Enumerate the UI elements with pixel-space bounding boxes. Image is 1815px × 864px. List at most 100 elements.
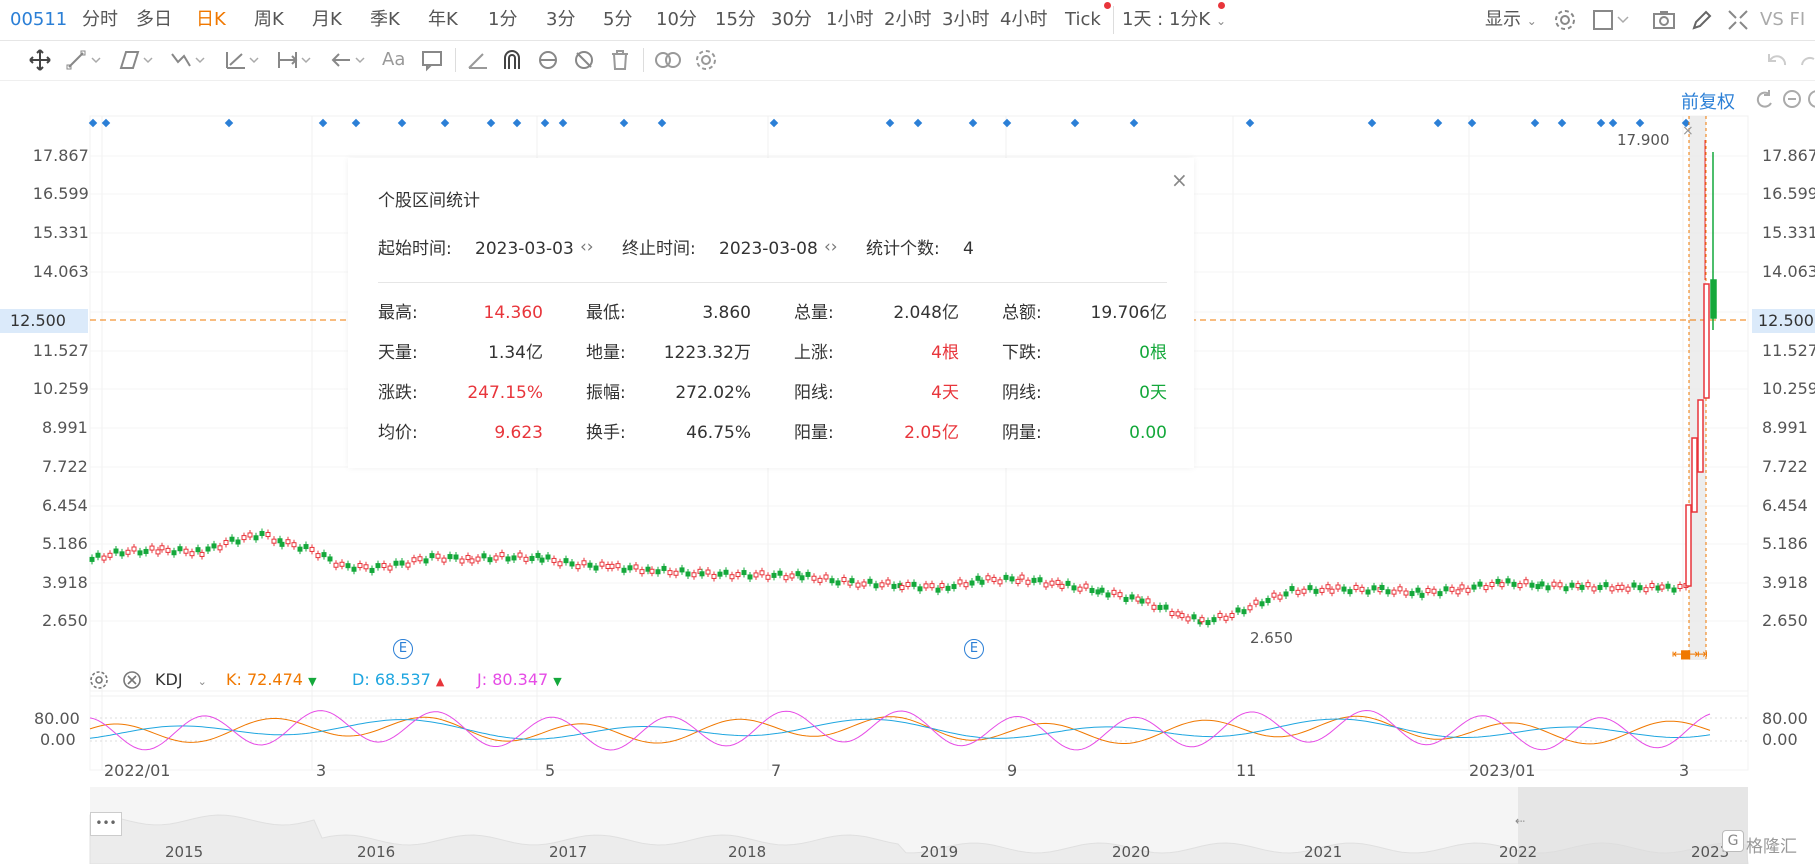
candle-body	[551, 557, 557, 563]
arrow-tool-icon[interactable]	[330, 48, 370, 72]
price-axis-label: 15.331	[32, 223, 89, 242]
navigator-window[interactable]	[1518, 787, 1748, 864]
fib-tool-icon[interactable]	[224, 48, 264, 72]
x-axis-label: 5	[545, 761, 556, 780]
move-cross-icon[interactable]	[28, 48, 52, 72]
range-drag-handle[interactable]: ⇤■⇥⇥	[1672, 647, 1707, 661]
popup-close-icon[interactable]: ×	[1171, 168, 1188, 192]
comment-bubble-icon[interactable]	[420, 48, 444, 72]
zoom-in-icon[interactable]	[1806, 88, 1815, 114]
period-tab[interactable]: 3小时	[942, 9, 990, 30]
candle-body	[879, 582, 885, 588]
navigator-left-handle-icon[interactable]: ⇠	[1515, 814, 1526, 828]
start-time-value[interactable]: 2023-03-03	[475, 239, 573, 259]
overlay-compare-icon[interactable]	[654, 48, 682, 72]
end-time-value[interactable]: 2023-03-08	[719, 239, 817, 259]
candle-body	[1009, 576, 1015, 582]
kdj-axis-left-80: 80.00	[34, 709, 80, 728]
indicator-settings-gear-icon[interactable]	[89, 670, 109, 694]
period-tab[interactable]: 年K	[428, 9, 458, 30]
measure-tool-icon[interactable]	[276, 48, 316, 72]
candle-body	[923, 583, 929, 589]
candle-body	[1111, 589, 1117, 595]
reset-icon[interactable]	[1754, 88, 1776, 114]
end-time-stepper-icon[interactable]: ‹›	[824, 237, 838, 257]
angle-tool-icon[interactable]	[466, 48, 490, 72]
undo-icon[interactable]	[1765, 48, 1789, 72]
candle-body	[705, 569, 711, 575]
navigator-menu-button[interactable]: •••	[90, 812, 122, 836]
stock-code[interactable]: 00511	[10, 9, 68, 30]
candle-body	[131, 546, 137, 552]
period-tab[interactable]: 周K	[254, 9, 284, 30]
earnings-event-marker[interactable]: E	[964, 639, 984, 659]
dividend-marker	[512, 118, 522, 128]
candle-body	[89, 556, 95, 562]
period-tab[interactable]: 15分	[715, 9, 756, 30]
period-tab[interactable]: 30分	[771, 9, 812, 30]
period-tab[interactable]: 1小时	[826, 9, 874, 30]
multi-day-label: 1天 : 1分K	[1122, 9, 1211, 30]
candle-body	[985, 575, 991, 581]
period-tab[interactable]: 10分	[656, 9, 697, 30]
candle-body	[741, 570, 747, 576]
candle-body	[817, 577, 823, 583]
zoom-out-icon[interactable]	[1781, 88, 1803, 114]
multi-day-dropdown[interactable]: 1天 : 1分K ⌄	[1122, 9, 1226, 32]
period-tab[interactable]: 季K	[370, 9, 400, 30]
candle-body	[1505, 578, 1511, 584]
layout-square-icon[interactable]	[1592, 8, 1632, 32]
draw-settings-gear-icon[interactable]	[694, 48, 718, 72]
stat-value: 1223.32万	[663, 343, 751, 363]
candle-body	[505, 556, 511, 562]
period-tab[interactable]: 分时	[82, 9, 118, 30]
period-tab-active[interactable]: 日K	[196, 9, 226, 30]
trash-icon[interactable]	[608, 48, 632, 72]
candle-body	[511, 555, 517, 561]
candle-body	[1157, 604, 1163, 610]
pen-icon[interactable]	[1690, 8, 1714, 32]
start-time-stepper-icon[interactable]: ‹›	[580, 237, 594, 257]
magnet-icon[interactable]	[500, 48, 524, 72]
candle-body	[1259, 601, 1265, 607]
display-dropdown[interactable]: 显示 ⌄	[1485, 9, 1537, 32]
period-tab[interactable]: 4小时	[1000, 9, 1048, 30]
period-tab[interactable]: 3分	[546, 9, 576, 30]
candle-body	[165, 547, 171, 553]
candle-body	[1341, 586, 1347, 592]
price-axis-label: 3.918	[42, 573, 88, 592]
redo-icon[interactable]	[1798, 48, 1815, 72]
settings-gear-icon[interactable]	[1553, 8, 1577, 32]
kdj-pane-frame	[89, 690, 1749, 771]
candle-body	[1391, 589, 1397, 595]
stat-value: 1.34亿	[488, 343, 543, 363]
candle-body	[1099, 587, 1105, 593]
adjust-mode-button[interactable]: 前复权	[1681, 92, 1735, 113]
stat-label: 振幅:	[586, 383, 626, 403]
compare-vs-label[interactable]: VS FI	[1760, 9, 1806, 30]
period-low-marker: 2.650	[1250, 629, 1293, 647]
hide-drawings-icon[interactable]	[572, 48, 596, 72]
indicator-name-dropdown[interactable]: KDJ ⌄	[155, 670, 207, 689]
period-tab[interactable]: 多日	[136, 9, 172, 30]
sync-icon[interactable]	[536, 48, 560, 72]
channel-tool-icon[interactable]	[118, 48, 158, 72]
period-tab[interactable]: Tick	[1065, 9, 1101, 30]
period-tab[interactable]: 2小时	[884, 9, 932, 30]
indicator-close-icon[interactable]	[122, 670, 142, 694]
x-axis-label: 9	[1007, 761, 1018, 780]
earnings-event-marker[interactable]: E	[393, 639, 413, 659]
candle-body	[333, 562, 339, 568]
line-tool-icon[interactable]	[66, 48, 106, 72]
fullscreen-icon[interactable]	[1726, 8, 1750, 32]
period-tab[interactable]: 5分	[603, 9, 633, 30]
period-tab[interactable]: 月K	[312, 9, 342, 30]
candle-body	[447, 554, 453, 560]
text-tool-icon[interactable]: Aa	[382, 49, 406, 70]
close-range-icon[interactable]: ×	[1682, 123, 1694, 139]
camera-icon[interactable]	[1652, 8, 1676, 32]
wave-tool-icon[interactable]	[170, 48, 210, 72]
candle-body	[487, 557, 493, 563]
period-tab[interactable]: 1分	[488, 9, 518, 30]
candle-body	[1625, 586, 1631, 592]
